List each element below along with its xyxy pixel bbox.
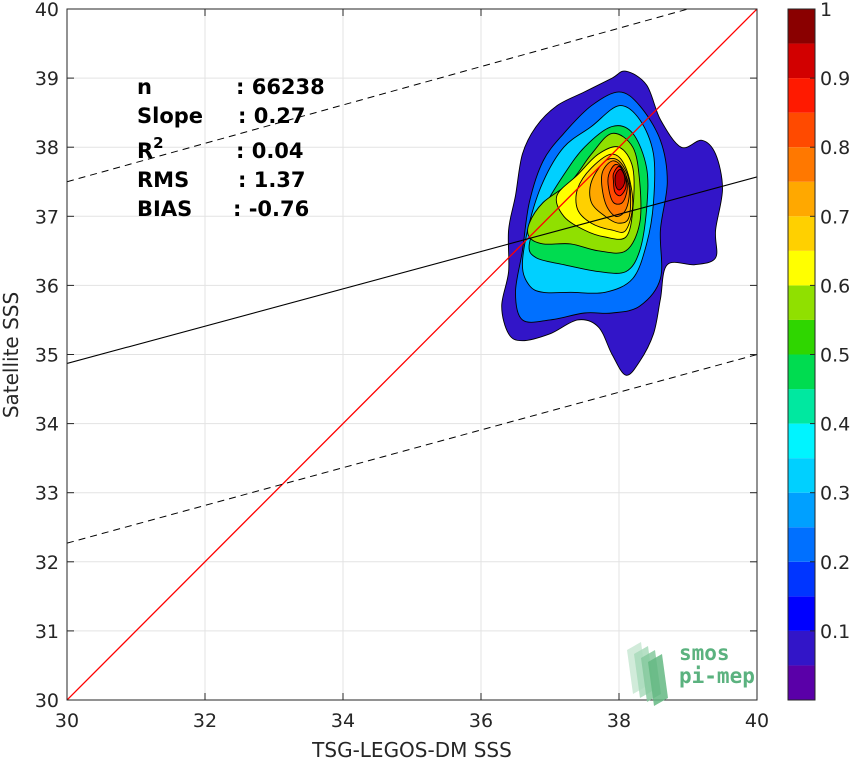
- logo-line-pimep: pi-mep: [679, 664, 755, 688]
- grid: [66, 8, 758, 701]
- y-tick-label-9: 39: [35, 68, 59, 90]
- colorbar-band-5: [788, 527, 815, 562]
- colorbar-band-18: [788, 78, 815, 113]
- stat-value-3: : 1.37: [238, 168, 306, 192]
- axis-ticks: 30 32 34 36 38 40 30 31 32 33 34 35 36 37 38 39 40: [35, 0, 769, 732]
- colorbar-band-9: [788, 389, 815, 424]
- contour-level-11: [614, 168, 626, 191]
- colorbar-tick-label-9: 1: [820, 0, 832, 21]
- y-tick-label-10: 40: [35, 0, 59, 21]
- colorbar-tick-label-0: 0.1: [820, 621, 850, 643]
- stat-label-3: RMS: [137, 168, 189, 192]
- stat-label-4: BIAS: [137, 197, 192, 221]
- y-tick-label-4: 34: [35, 414, 59, 436]
- colorbar-tick-label-5: 0.6: [820, 275, 850, 297]
- colorbar-band-6: [788, 492, 815, 528]
- y-tick-label-7: 37: [35, 206, 59, 228]
- stat-value-4: : -0.76: [233, 197, 309, 221]
- colorbar-band-20: [788, 9, 815, 44]
- colorbar-band-13: [788, 250, 815, 286]
- colorbar-tick-label-3: 0.4: [820, 414, 850, 436]
- logo-line-smos: smos: [679, 641, 730, 665]
- colorbar-tick-label-6: 0.7: [820, 206, 850, 228]
- colorbar-tick-label-1: 0.2: [820, 552, 850, 574]
- colorbar-band-14: [788, 216, 815, 251]
- colorbar-tick-label-2: 0.3: [820, 483, 850, 505]
- colorbar-band-11: [788, 319, 815, 355]
- logo-stripe-3: [648, 654, 668, 706]
- x-tick-label-5: 40: [745, 710, 769, 732]
- colorbar-band-8: [788, 423, 815, 459]
- stat-value-1: : 0.27: [238, 104, 306, 128]
- y-tick-label-6: 36: [35, 275, 59, 297]
- stat-value-2: : 0.04: [236, 139, 304, 163]
- y-tick-label-2: 32: [35, 552, 59, 574]
- density-contours: [501, 70, 723, 376]
- y-tick-label-3: 33: [35, 483, 59, 505]
- colorbar-band-10: [788, 354, 815, 390]
- y-tick-label-0: 30: [35, 690, 59, 712]
- y-axis-label: Satellite SSS: [0, 292, 23, 418]
- stat-label-0: n: [137, 75, 152, 99]
- stat-label-1: Slope: [137, 104, 203, 128]
- y-tick-label-8: 38: [35, 137, 59, 159]
- colorbar-tick-label-8: 0.9: [820, 68, 850, 90]
- regression-line: [67, 176, 757, 365]
- x-tick-label-3: 36: [469, 710, 493, 732]
- colorbar-tick-label-4: 0.5: [820, 345, 850, 367]
- colorbar-band-15: [788, 181, 815, 217]
- stat-value-0: : 66238: [236, 75, 325, 99]
- colorbar-band-4: [788, 561, 815, 597]
- colorbar-band-16: [788, 147, 815, 182]
- colorbar-band-17: [788, 112, 815, 148]
- y-tick-label-5: 35: [35, 345, 59, 367]
- y-tick-label-1: 31: [35, 621, 59, 643]
- colorbar-band-3: [788, 596, 815, 631]
- x-axis-label: TSG-LEGOS-DM SSS: [311, 738, 512, 762]
- colorbar-band-12: [788, 285, 815, 320]
- colorbar: 0.1 0.2 0.3 0.4 0.5 0.6 0.7 0.8 0.9 1: [787, 0, 850, 701]
- colorbar-band-2: [788, 630, 815, 666]
- colorbar-tick-label-7: 0.8: [820, 137, 850, 159]
- colorbar-band-1: [788, 665, 815, 700]
- x-tick-label-4: 38: [607, 710, 631, 732]
- colorbar-band-7: [788, 458, 815, 493]
- x-tick-label-1: 32: [193, 710, 217, 732]
- colorbar-band-19: [788, 43, 815, 79]
- identity-line: [67, 9, 757, 700]
- x-tick-label-2: 34: [331, 710, 355, 732]
- reference-lines: [67, 9, 757, 700]
- x-tick-label-0: 30: [55, 710, 79, 732]
